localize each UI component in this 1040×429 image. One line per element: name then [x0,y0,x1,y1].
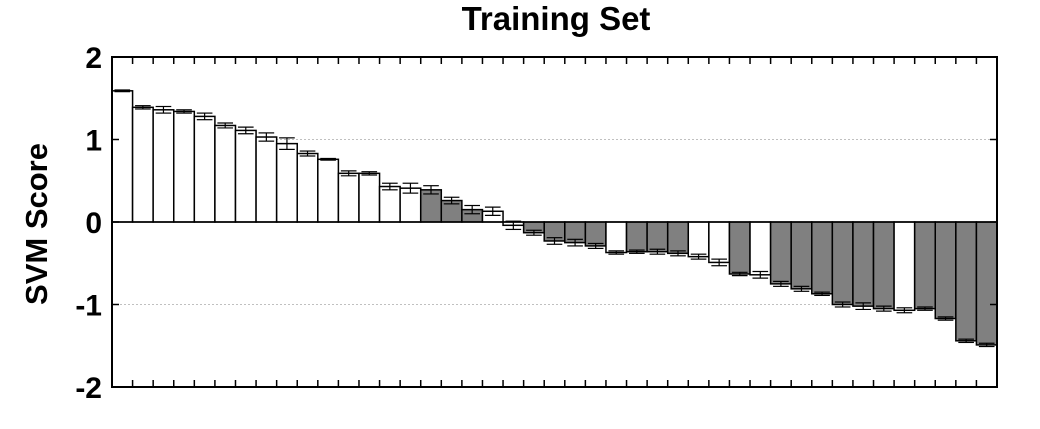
error-bar [155,105,172,114]
y-tick-label: 0 [85,207,102,240]
error-bar [587,242,604,249]
error-bar [526,229,542,236]
error-bar [237,126,254,135]
bar [728,221,751,275]
bar [666,221,690,255]
error-bar [937,316,954,321]
bar [275,142,298,223]
y-tick-label: -2 [75,372,102,405]
error-bar [176,109,192,114]
error-bar [649,248,666,255]
error-bar [608,250,625,255]
error-bar [773,280,789,287]
error-bar [629,249,645,254]
error-bar [464,204,480,215]
error-bar [217,122,234,129]
bars [111,90,998,346]
bar [378,185,401,223]
error-bar [855,302,872,311]
error-bar [834,301,851,308]
error-bar [484,206,501,216]
error-bars [114,89,995,348]
bar [687,221,710,258]
bar [214,124,237,223]
error-bar [443,196,460,205]
error-bar [279,137,295,150]
bar [255,136,278,223]
axes [111,56,998,388]
bar [769,221,792,285]
bar [934,221,957,320]
bar [975,221,998,346]
error-bar [917,306,933,311]
bar [296,152,319,223]
bar [234,129,257,223]
error-bar [382,182,398,191]
bar [625,221,648,253]
chart-title: Training Set [462,0,651,37]
bar [893,221,916,312]
bar [152,109,175,223]
bar [708,221,731,264]
error-bar [196,112,213,121]
bar [811,221,834,295]
error-bar [402,182,419,194]
error-bar [875,305,892,312]
error-bar [114,89,131,93]
error-bar [896,307,913,314]
error-bar [299,150,316,157]
error-bar [711,258,727,267]
y-tick-label: 1 [85,125,102,158]
error-bar [958,338,974,344]
y-tick-labels: 2 1 0 -1 -2 [75,42,102,405]
error-bar [423,185,439,195]
bar [419,189,443,223]
bar [111,90,134,223]
error-bar [731,271,748,277]
error-bar [690,253,707,260]
bar [337,172,360,223]
bar [831,221,854,306]
bar [605,221,628,254]
error-bar [320,157,336,161]
y-tick-label: 2 [85,42,102,75]
bar [790,221,813,290]
error-bar [361,171,378,176]
error-bar [752,270,769,279]
y-tick-label: -1 [75,290,102,323]
bar [193,115,216,223]
error-bar [340,170,357,177]
bar [317,158,340,223]
bar [584,221,607,247]
bar [358,172,381,223]
bar [955,221,978,342]
bar [172,110,196,223]
error-bar [978,342,995,348]
bar [872,221,895,310]
error-bar [793,285,810,292]
bar [131,106,154,223]
bar [749,221,772,276]
error-bar [546,237,563,245]
error-bar [567,238,583,247]
y-axis-label: SVM Score [19,143,54,305]
error-bar [135,105,151,110]
bar [852,221,875,307]
error-bar [258,132,275,142]
bar [913,221,937,310]
error-bar [814,291,830,297]
bar [646,221,669,253]
error-bar [670,250,686,257]
